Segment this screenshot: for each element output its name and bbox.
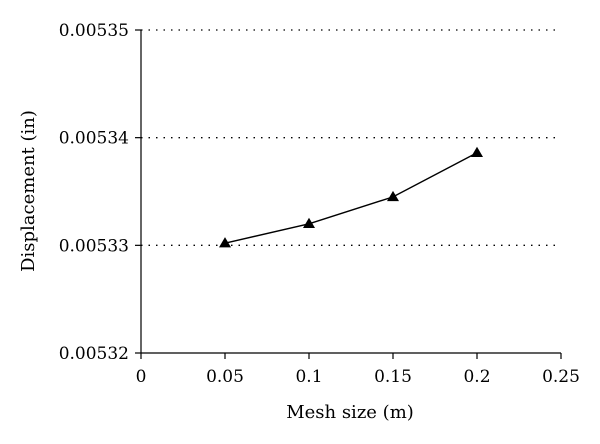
- axes: [140, 30, 561, 354]
- x-tick-label: 0.15: [374, 367, 412, 387]
- x-tick-label: 0.25: [542, 367, 580, 387]
- data-point-marker: [303, 217, 315, 228]
- y-tick-label: 0.00532: [59, 344, 129, 364]
- x-tick-label: 0.1: [295, 367, 322, 387]
- data-point-marker: [387, 190, 399, 202]
- data-point-marker: [471, 146, 483, 157]
- y-axis-ticks: 0.00532 0.00533 0.00534 0.00535: [59, 21, 141, 364]
- x-tick-label: 0.05: [206, 367, 244, 387]
- x-tick-label: 0.2: [463, 367, 490, 387]
- y-tick-label: 0.00534: [59, 129, 129, 149]
- x-tick-label: 0: [136, 367, 147, 387]
- x-axis-label: Mesh size (m): [286, 402, 414, 423]
- data-point-marker: [219, 237, 231, 248]
- y-tick-label: 0.00533: [59, 236, 129, 256]
- y-axis-label: Displacement (in): [18, 110, 39, 272]
- y-tick-label: 0.00535: [59, 21, 129, 41]
- data-series: [219, 146, 483, 248]
- series-line: [224, 152, 478, 244]
- gridlines: [141, 29, 561, 246]
- x-axis-ticks: 0 0.05 0.1 0.15 0.2 0.25: [136, 353, 580, 387]
